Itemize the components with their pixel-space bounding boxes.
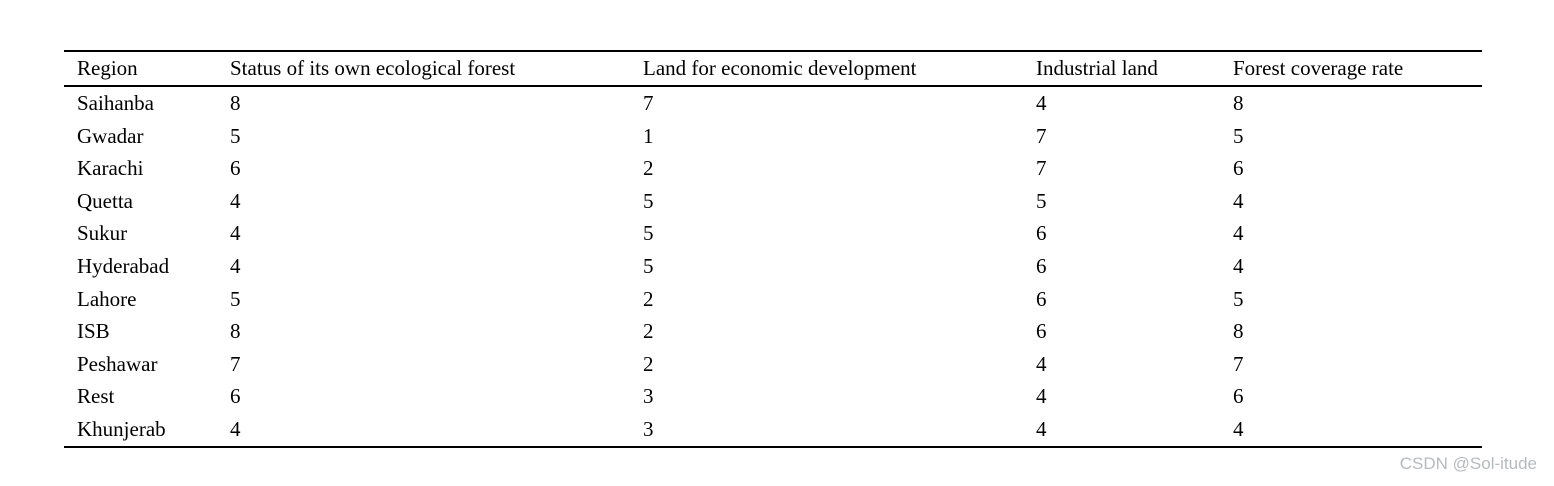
region-cell: Quetta xyxy=(77,188,133,213)
value-cell: 2 xyxy=(643,156,654,181)
table-row: Sukur 4 5 6 4 xyxy=(64,217,1482,250)
value-cell: 5 xyxy=(1036,188,1047,213)
table-row: Gwadar 5 1 7 5 xyxy=(64,120,1482,153)
table-row: Khunjerab 4 3 4 4 xyxy=(64,413,1482,447)
region-cell: Hyderabad xyxy=(77,253,170,278)
value-cell: 4 xyxy=(1036,416,1047,441)
value-cell: 4 xyxy=(230,188,241,213)
value-cell: 5 xyxy=(1233,123,1244,148)
column-header: Region xyxy=(64,51,230,87)
value-cell: 4 xyxy=(1036,91,1047,115)
region-cell: Lahore xyxy=(77,286,137,311)
value-cell: 5 xyxy=(230,286,241,311)
value-cell: 4 xyxy=(1233,221,1244,246)
value-cell: 2 xyxy=(643,351,654,376)
column-header: Land for economic development xyxy=(643,51,1036,87)
region-cell: Rest xyxy=(77,384,115,409)
table-row: Saihanba 8 7 4 8 xyxy=(64,86,1482,120)
value-cell: 5 xyxy=(643,221,654,246)
table-row: Hyderabad 4 5 6 4 xyxy=(64,250,1482,283)
column-header: Forest coverage rate xyxy=(1233,51,1482,87)
value-cell: 4 xyxy=(230,221,241,246)
column-header: Status of its own ecological forest xyxy=(230,51,643,87)
value-cell: 7 xyxy=(230,351,241,376)
region-cell: Saihanba xyxy=(77,91,154,115)
value-cell: 8 xyxy=(1233,91,1244,115)
table-row: Quetta 4 5 5 4 xyxy=(64,185,1482,218)
value-cell: 6 xyxy=(230,156,241,181)
table-body: Saihanba 8 7 4 8 Gwadar 5 1 7 5 Karachi 6 2 7 6 Quetta 4… xyxy=(64,86,1482,447)
value-cell: 4 xyxy=(230,416,241,441)
value-cell: 8 xyxy=(230,91,241,115)
table-row: Peshawar 7 2 4 7 xyxy=(64,348,1482,381)
value-cell: 5 xyxy=(643,253,654,278)
value-cell: 4 xyxy=(230,253,241,278)
watermark: CSDN @Sol-itude xyxy=(1399,454,1537,473)
value-cell: 6 xyxy=(230,384,241,409)
region-cell: Karachi xyxy=(77,156,144,181)
value-cell: 7 xyxy=(1036,123,1047,148)
table-row: Rest 6 3 4 6 xyxy=(64,380,1482,413)
value-cell: 6 xyxy=(1036,286,1047,311)
value-cell: 7 xyxy=(643,91,654,115)
value-cell: 5 xyxy=(230,123,241,148)
region-cell: Peshawar xyxy=(77,351,158,376)
table-row: ISB 8 2 6 8 xyxy=(64,315,1482,348)
value-cell: 6 xyxy=(1036,221,1047,246)
value-cell: 8 xyxy=(230,319,241,344)
value-cell: 4 xyxy=(1036,351,1047,376)
value-cell: 4 xyxy=(1036,384,1047,409)
value-cell: 7 xyxy=(1233,351,1244,376)
value-cell: 6 xyxy=(1233,156,1244,181)
value-cell: 6 xyxy=(1036,319,1047,344)
data-table: Region Status of its own ecological fores… xyxy=(64,50,1482,448)
table-row: Lahore 5 2 6 5 xyxy=(64,283,1482,316)
value-cell: 6 xyxy=(1036,253,1047,278)
value-cell: 1 xyxy=(643,123,654,148)
value-cell: 8 xyxy=(1233,319,1244,344)
value-cell: 4 xyxy=(1233,188,1244,213)
value-cell: 5 xyxy=(643,188,654,213)
header-row: Region Status of its own ecological fores… xyxy=(64,51,1482,87)
value-cell: 2 xyxy=(643,319,654,344)
value-cell: 2 xyxy=(643,286,654,311)
value-cell: 3 xyxy=(643,384,654,409)
value-cell: 4 xyxy=(1233,253,1244,278)
value-cell: 3 xyxy=(643,416,654,441)
table-row: Karachi 6 2 7 6 xyxy=(64,152,1482,185)
value-cell: 5 xyxy=(1233,286,1244,311)
region-cell: Sukur xyxy=(77,221,128,246)
region-cell: ISB xyxy=(77,319,110,344)
region-cell: Khunjerab xyxy=(77,416,166,441)
column-header: Industrial land xyxy=(1036,51,1233,87)
value-cell: 6 xyxy=(1233,384,1244,409)
value-cell: 7 xyxy=(1036,156,1047,181)
value-cell: 4 xyxy=(1233,416,1244,441)
region-cell: Gwadar xyxy=(77,123,144,148)
